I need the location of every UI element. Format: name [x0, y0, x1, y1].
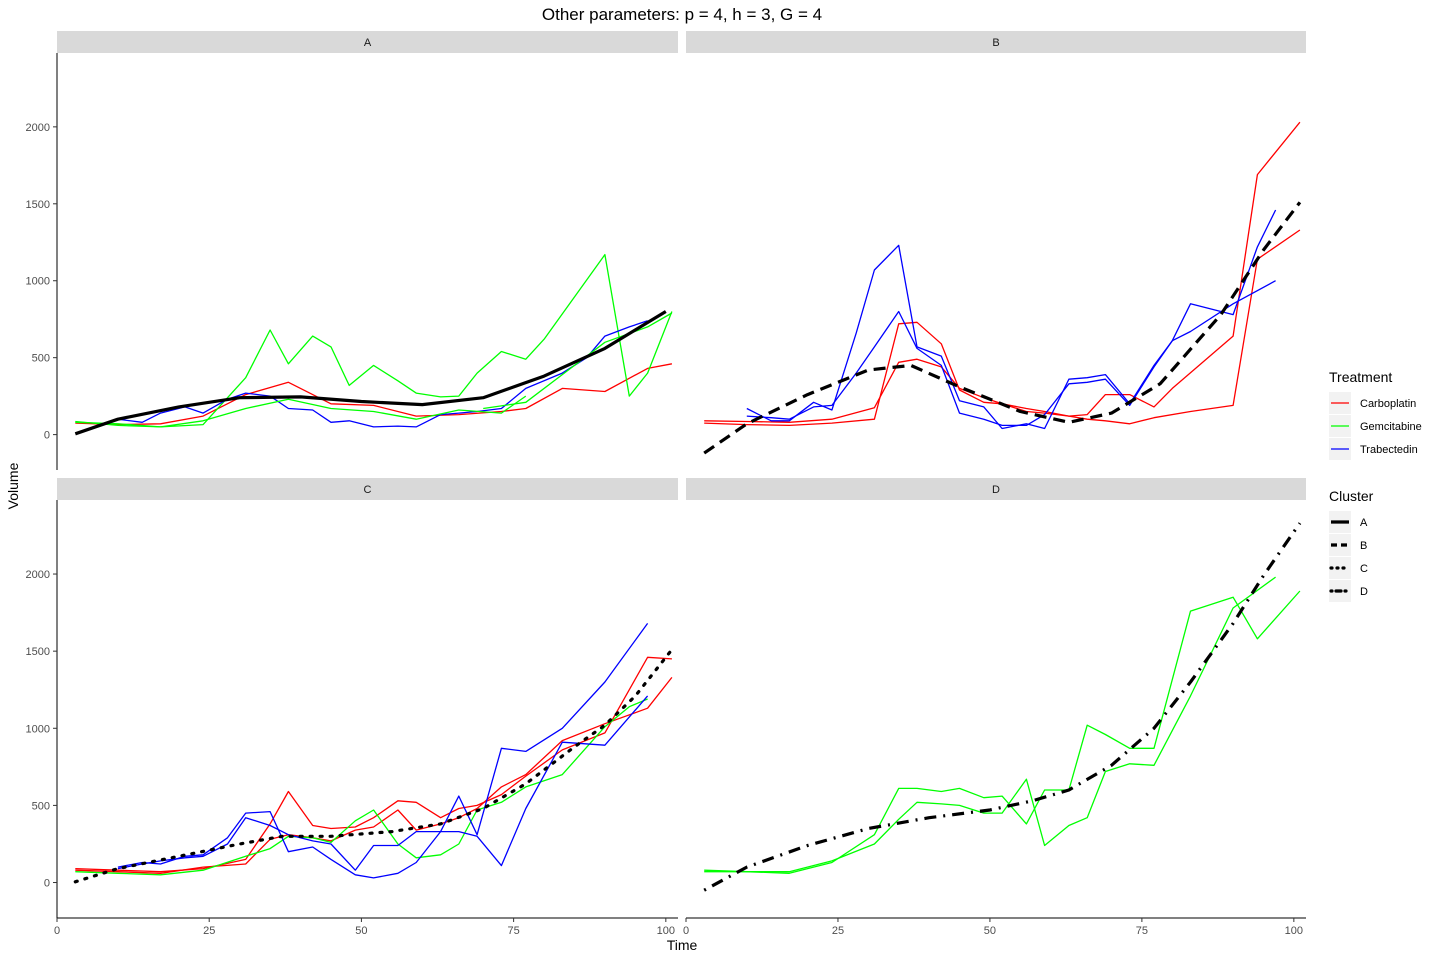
treatment-legend: Treatment Carboplatin Gemcitabine Trabecte…	[1329, 369, 1422, 460]
series-line-trabectedin	[117, 695, 649, 871]
series-line-gemcitabine	[704, 576, 1276, 873]
series-line-carboplatin	[704, 229, 1301, 425]
series-line-gemcitabine	[75, 395, 527, 428]
legend-label-carboplatin: Carboplatin	[1360, 398, 1416, 410]
cluster-curve-a	[74, 310, 667, 436]
legend-key-bg	[1329, 557, 1351, 579]
legend-key-bg	[1329, 534, 1351, 556]
y-tick-label: 1000	[26, 276, 50, 288]
legend-label-cluster-d: D	[1360, 586, 1368, 598]
y-tick-label: 500	[32, 353, 50, 365]
series-line-carboplatin	[75, 656, 672, 873]
y-tick-label: 1500	[26, 199, 50, 211]
x-tick-label: 0	[683, 925, 689, 937]
panel-d: D 0 25 50 75 100	[683, 478, 1306, 937]
x-tick-label: 0	[54, 925, 60, 937]
panel-strip	[686, 31, 1306, 53]
treatment-legend-title: Treatment	[1329, 369, 1392, 385]
y-tick-label: 2000	[26, 122, 50, 134]
panel-c: C 0 500 1000 1500 2000 0 25 50 75 100	[26, 478, 678, 937]
chart-title: Other parameters: p = 4, h = 3, G = 4	[542, 5, 822, 24]
legend-label-gemcitabine: Gemcitabine	[1360, 421, 1422, 433]
series-line-trabectedin	[117, 623, 649, 879]
x-tick-label: 100	[657, 925, 675, 937]
x-tick-label: 100	[1285, 925, 1303, 937]
x-tick-label: 75	[1136, 925, 1148, 937]
y-tick-label: 0	[44, 430, 50, 442]
panel-strip	[57, 31, 678, 53]
legend-label-cluster-c: C	[1360, 563, 1368, 575]
y-tick-label: 500	[32, 800, 50, 812]
y-tick-label: 2000	[26, 569, 50, 581]
legend-label-cluster-b: B	[1360, 540, 1367, 552]
series-line-trabectedin	[746, 244, 1276, 430]
series-line-trabectedin	[117, 320, 648, 428]
y-axis-title: Volume	[5, 462, 21, 509]
x-tick-label: 50	[984, 925, 996, 937]
x-tick-label: 50	[355, 925, 367, 937]
x-tick-label: 25	[832, 925, 844, 937]
panel-strip-label: C	[364, 484, 372, 496]
panel-strip	[686, 478, 1306, 500]
cluster-curve-d	[703, 522, 1302, 892]
series-line-carboplatin	[75, 676, 673, 874]
panel-strip	[57, 478, 678, 500]
y-tick-label: 1000	[26, 723, 50, 735]
series-line-gemcitabine	[75, 253, 673, 428]
series-line-carboplatin	[704, 121, 1301, 427]
series-line-gemcitabine	[75, 698, 648, 876]
panel-b: B	[686, 31, 1306, 455]
panel-strip-label: B	[992, 37, 999, 49]
legend-label-trabectedin: Trabectedin	[1360, 444, 1418, 456]
x-tick-label: 25	[203, 925, 215, 937]
series-line-gemcitabine	[704, 590, 1301, 874]
legend-label-cluster-a: A	[1360, 517, 1368, 529]
series-line-trabectedin	[746, 209, 1277, 427]
cluster-legend-title: Cluster	[1329, 488, 1374, 504]
y-tick-label: 1500	[26, 646, 50, 658]
cluster-curve-c	[73, 647, 674, 884]
y-tick-label: 0	[44, 878, 50, 890]
panel-strip-label: D	[992, 484, 1000, 496]
panel-strip-label: A	[364, 37, 372, 49]
cluster-curve-b	[703, 201, 1302, 455]
series-line-carboplatin	[75, 363, 673, 426]
panel-a: A 0 500 1000 1500 2000	[26, 31, 678, 470]
x-tick-label: 75	[507, 925, 519, 937]
x-axis-title: Time	[667, 937, 698, 953]
